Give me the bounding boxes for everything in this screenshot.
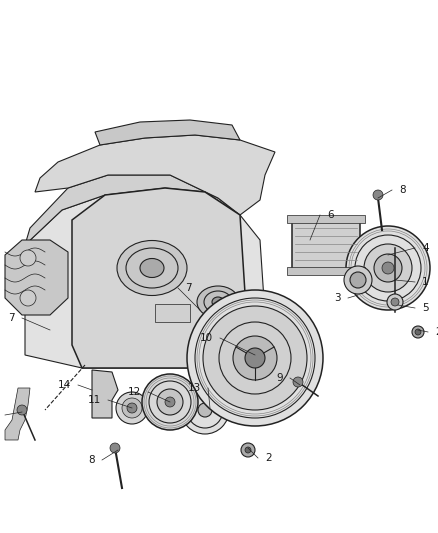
Text: 7: 7 (185, 283, 192, 293)
Text: 8: 8 (88, 455, 95, 465)
Circle shape (364, 244, 412, 292)
Circle shape (344, 266, 372, 294)
Circle shape (350, 272, 366, 288)
Text: 2: 2 (435, 327, 438, 337)
Circle shape (415, 329, 421, 335)
Circle shape (20, 290, 36, 306)
Circle shape (181, 386, 229, 434)
Ellipse shape (117, 240, 187, 295)
Polygon shape (92, 370, 118, 418)
Ellipse shape (140, 259, 164, 278)
Text: 10: 10 (200, 333, 213, 343)
Circle shape (412, 326, 424, 338)
Polygon shape (72, 188, 248, 368)
Text: 1: 1 (422, 277, 429, 287)
Circle shape (198, 403, 212, 417)
Circle shape (245, 348, 265, 368)
Bar (155, 304, 190, 322)
Circle shape (374, 254, 402, 282)
Text: 8: 8 (399, 185, 406, 195)
Text: 3: 3 (334, 293, 341, 303)
Polygon shape (35, 135, 275, 215)
Circle shape (165, 397, 175, 407)
Polygon shape (25, 188, 265, 368)
Circle shape (245, 447, 251, 453)
Text: 2: 2 (265, 453, 272, 463)
Polygon shape (5, 388, 30, 440)
Text: 12: 12 (128, 387, 141, 397)
Circle shape (116, 392, 148, 424)
Circle shape (387, 294, 403, 310)
Polygon shape (95, 120, 240, 145)
Text: 13: 13 (188, 383, 201, 393)
Text: 11: 11 (88, 395, 101, 405)
Text: 14: 14 (58, 380, 71, 390)
Circle shape (127, 403, 137, 413)
Circle shape (110, 443, 120, 453)
Circle shape (142, 374, 198, 430)
Circle shape (20, 250, 36, 266)
Circle shape (382, 262, 394, 274)
Circle shape (203, 306, 307, 410)
Circle shape (346, 226, 430, 310)
Circle shape (187, 290, 323, 426)
Text: 9: 9 (276, 373, 283, 383)
Circle shape (373, 190, 383, 200)
Polygon shape (25, 175, 240, 245)
Circle shape (293, 377, 303, 387)
Ellipse shape (212, 297, 224, 307)
Bar (292, 220, 360, 270)
Circle shape (122, 398, 142, 418)
Bar (287, 215, 365, 223)
Text: 4: 4 (422, 243, 429, 253)
Circle shape (157, 389, 183, 415)
Text: 7: 7 (8, 313, 15, 323)
Circle shape (241, 443, 255, 457)
Circle shape (17, 405, 27, 415)
Bar (287, 267, 365, 275)
Text: 5: 5 (422, 303, 429, 313)
Circle shape (233, 336, 277, 380)
Ellipse shape (197, 286, 239, 318)
Text: 6: 6 (327, 210, 334, 220)
Circle shape (391, 298, 399, 306)
Polygon shape (5, 240, 68, 315)
